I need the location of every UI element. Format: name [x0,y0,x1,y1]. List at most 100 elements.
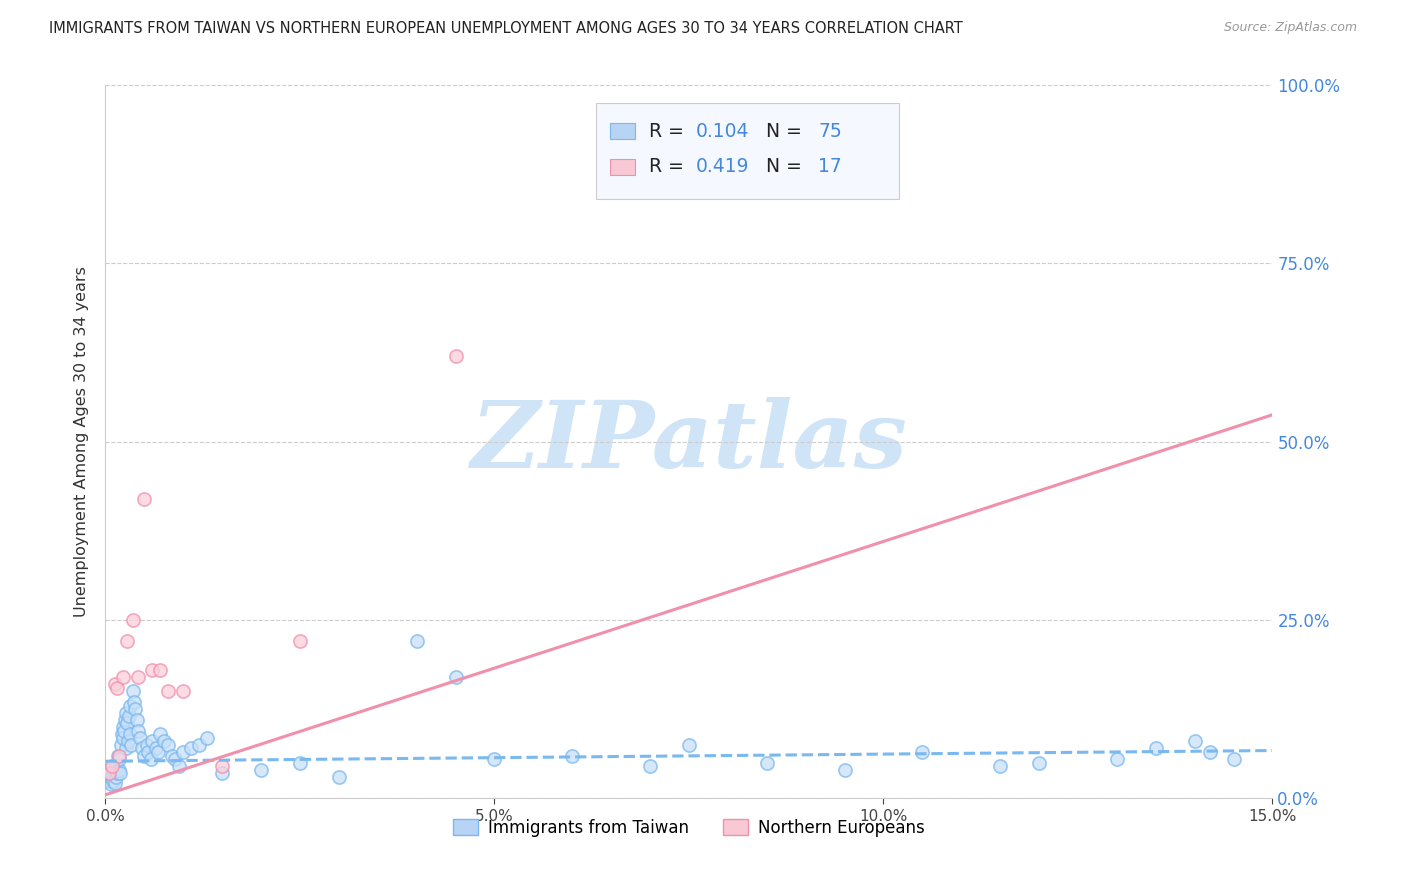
Text: ZIPatlas: ZIPatlas [471,397,907,486]
Y-axis label: Unemployment Among Ages 30 to 34 years: Unemployment Among Ages 30 to 34 years [75,266,90,617]
Point [118,709,141,723]
Point [444,670,467,684]
Point [988,759,1011,773]
Text: 0.104: 0.104 [696,121,749,141]
Text: Source: ZipAtlas.com: Source: ZipAtlas.com [1223,21,1357,34]
Point [172,684,194,698]
Point [136,745,159,759]
Text: R =: R = [650,121,690,141]
Point [110,738,132,752]
Point [107,763,129,777]
Point [104,770,127,784]
Point [112,731,135,745]
Point [156,684,179,698]
Point [117,734,139,748]
Point [98,766,121,780]
Point [114,741,136,756]
Point [180,741,202,756]
Point [104,677,127,691]
Point [405,634,427,648]
Point [131,741,153,756]
Point [211,759,233,773]
Point [911,745,934,759]
Point [98,773,121,788]
Point [100,759,122,773]
FancyBboxPatch shape [610,159,636,175]
Point [1199,745,1222,759]
Point [108,752,131,766]
Point [124,702,146,716]
Point [149,727,172,741]
Point [678,738,700,752]
Point [141,663,163,677]
Point [98,766,121,780]
Point [1144,741,1167,756]
Point [160,748,183,763]
Point [187,738,209,752]
Point [134,491,156,506]
Point [120,698,142,713]
Point [121,613,143,627]
Point [112,723,135,738]
Point [105,766,128,780]
Point [115,634,138,648]
Point [172,745,194,759]
Point [115,706,138,720]
Point [135,738,157,752]
Point [444,349,467,363]
Point [561,748,583,763]
Point [105,759,128,773]
Point [755,756,778,770]
Point [1222,752,1244,766]
Point [114,713,136,727]
Point [638,759,661,773]
Point [97,763,120,777]
Text: IMMIGRANTS FROM TAIWAN VS NORTHERN EUROPEAN UNEMPLOYMENT AMONG AGES 30 TO 34 YEA: IMMIGRANTS FROM TAIWAN VS NORTHERN EUROP… [49,21,963,36]
FancyBboxPatch shape [610,123,636,139]
Point [105,681,128,695]
Point [1028,756,1050,770]
Text: 75: 75 [818,121,842,141]
Point [156,738,179,752]
Point [104,775,127,789]
Point [288,756,311,770]
Point [118,727,141,741]
Point [100,777,122,791]
Point [141,734,163,748]
Point [195,731,218,745]
Legend: Immigrants from Taiwan, Northern Europeans: Immigrants from Taiwan, Northern Europea… [447,813,931,844]
Text: R =: R = [650,157,690,177]
Point [103,773,125,788]
Point [120,738,142,752]
Point [148,745,170,759]
Point [145,741,167,756]
Text: 0.419: 0.419 [696,157,749,177]
Point [97,770,120,784]
Point [1105,752,1128,766]
Point [115,716,138,731]
Point [328,770,350,784]
Point [108,748,131,763]
Point [101,768,124,782]
Point [169,759,191,773]
Point [111,720,134,734]
Point [100,772,122,786]
Text: 17: 17 [818,157,842,177]
Point [149,663,172,677]
Point [211,766,233,780]
FancyBboxPatch shape [596,103,898,199]
Point [165,752,187,766]
Point [107,748,129,763]
Point [103,764,125,779]
Point [125,713,148,727]
Point [139,752,162,766]
Point [484,752,506,766]
Point [122,695,145,709]
Point [288,634,311,648]
Point [111,670,134,684]
Text: N =: N = [754,157,808,177]
Point [250,763,273,777]
Point [834,763,856,777]
Point [1184,734,1206,748]
Point [129,731,152,745]
